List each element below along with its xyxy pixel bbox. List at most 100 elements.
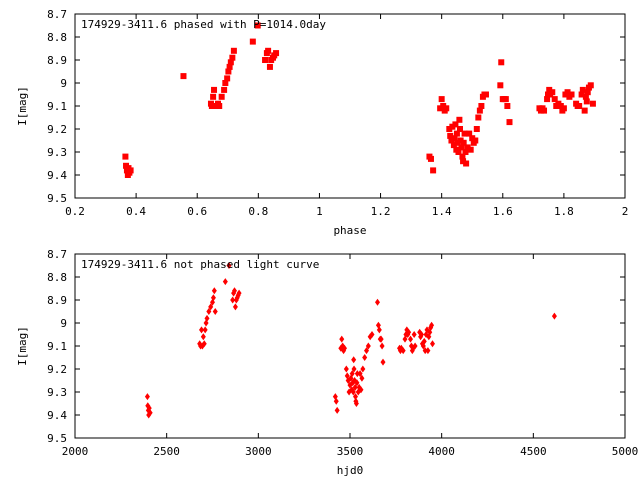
data-point [266,63,273,70]
data-point [201,340,207,348]
x-tick-label: 1.2 [371,205,391,218]
data-point [200,333,206,341]
x-axis-label: hjd0 [337,464,364,477]
data-point [349,370,355,378]
data-point [412,342,418,350]
data-point [210,93,217,100]
data-point [458,144,465,151]
data-point [430,167,437,174]
data-point [211,86,218,93]
data-point [557,103,564,109]
data-point [429,321,435,329]
data-point [202,326,208,334]
y-tick-label: 9.1 [47,340,67,353]
data-point [380,358,386,366]
data-point [564,89,571,96]
data-point [430,340,435,348]
y-tick-label: 9.1 [47,100,67,113]
x-tick-label: 3000 [245,445,272,458]
data-point [421,337,427,345]
data-point [443,105,450,112]
axis-ticks: 2000 2500 3000 3500 4000 4500 5000 8.7 8.8 8.9 9 9.… [47,248,638,458]
y-tick-label: 9 [60,317,67,330]
data-point [364,347,369,355]
data-point [482,91,489,98]
data-point [350,388,356,396]
data-point [339,335,345,343]
data-point [549,89,556,96]
data-point [502,96,509,103]
x-tick-label: 0.2 [65,205,85,218]
data-point [254,22,261,29]
data-point [447,132,454,139]
data-point [226,63,233,70]
data-point [333,397,339,405]
data-point [451,135,458,142]
data-point [560,105,567,112]
x-tick-label: 2000 [62,445,89,458]
data-point [506,119,513,126]
x-tick-label: 1.8 [554,205,574,218]
data-point [467,146,474,153]
data-point [351,365,357,373]
data-point [180,73,187,80]
x-tick-label: 0.8 [248,205,268,218]
data-point [127,167,134,174]
data-point [199,326,204,334]
data-point [357,370,363,378]
plot-frame [74,253,626,439]
data-point [440,103,447,109]
y-tick-label: 9.5 [47,192,67,205]
data-point [579,86,586,93]
data-point [464,144,471,151]
data-point [232,287,237,295]
data-point [365,342,371,350]
data-point [211,287,217,295]
data-point [454,139,461,146]
data-point [463,160,470,167]
data-point [375,298,380,306]
data-point [476,107,483,114]
data-point [578,91,585,98]
data-point [446,126,453,132]
y-tick-label: 9.2 [47,123,67,136]
data-point [406,328,412,336]
data-point [230,296,236,304]
x-tick-label: 4000 [428,445,455,458]
data-point [541,107,548,114]
y-tick-label: 9.4 [47,169,67,182]
data-point [504,103,511,109]
data-point [456,116,463,123]
data-point [232,303,238,311]
data-point [379,342,385,350]
data-point [546,86,553,93]
data-point [452,121,459,128]
y-tick-label: 8.7 [47,248,67,261]
data-point [497,82,504,89]
data-point [222,278,228,286]
data-point [265,47,272,54]
data-point [122,153,129,160]
data-point [450,142,457,149]
y-tick-label: 8.7 [47,8,67,21]
data-point [343,365,349,373]
x-tick-label: 2500 [153,445,180,458]
data-point [589,100,596,107]
x-tick-label: 1.6 [493,205,513,218]
data-point [342,344,347,352]
y-tick-label: 9.3 [47,386,67,399]
data-point [216,103,223,109]
data-point [262,57,269,63]
data-point [218,93,225,100]
data-points [122,22,596,178]
y-tick-label: 9.2 [47,363,67,376]
x-axis-label: phase [333,224,366,237]
data-point [249,38,256,45]
y-tick-label: 9.3 [47,146,67,159]
data-point [457,137,464,144]
data-points [144,262,557,419]
data-point [354,379,360,387]
data-point [457,126,463,132]
data-point [462,149,469,155]
